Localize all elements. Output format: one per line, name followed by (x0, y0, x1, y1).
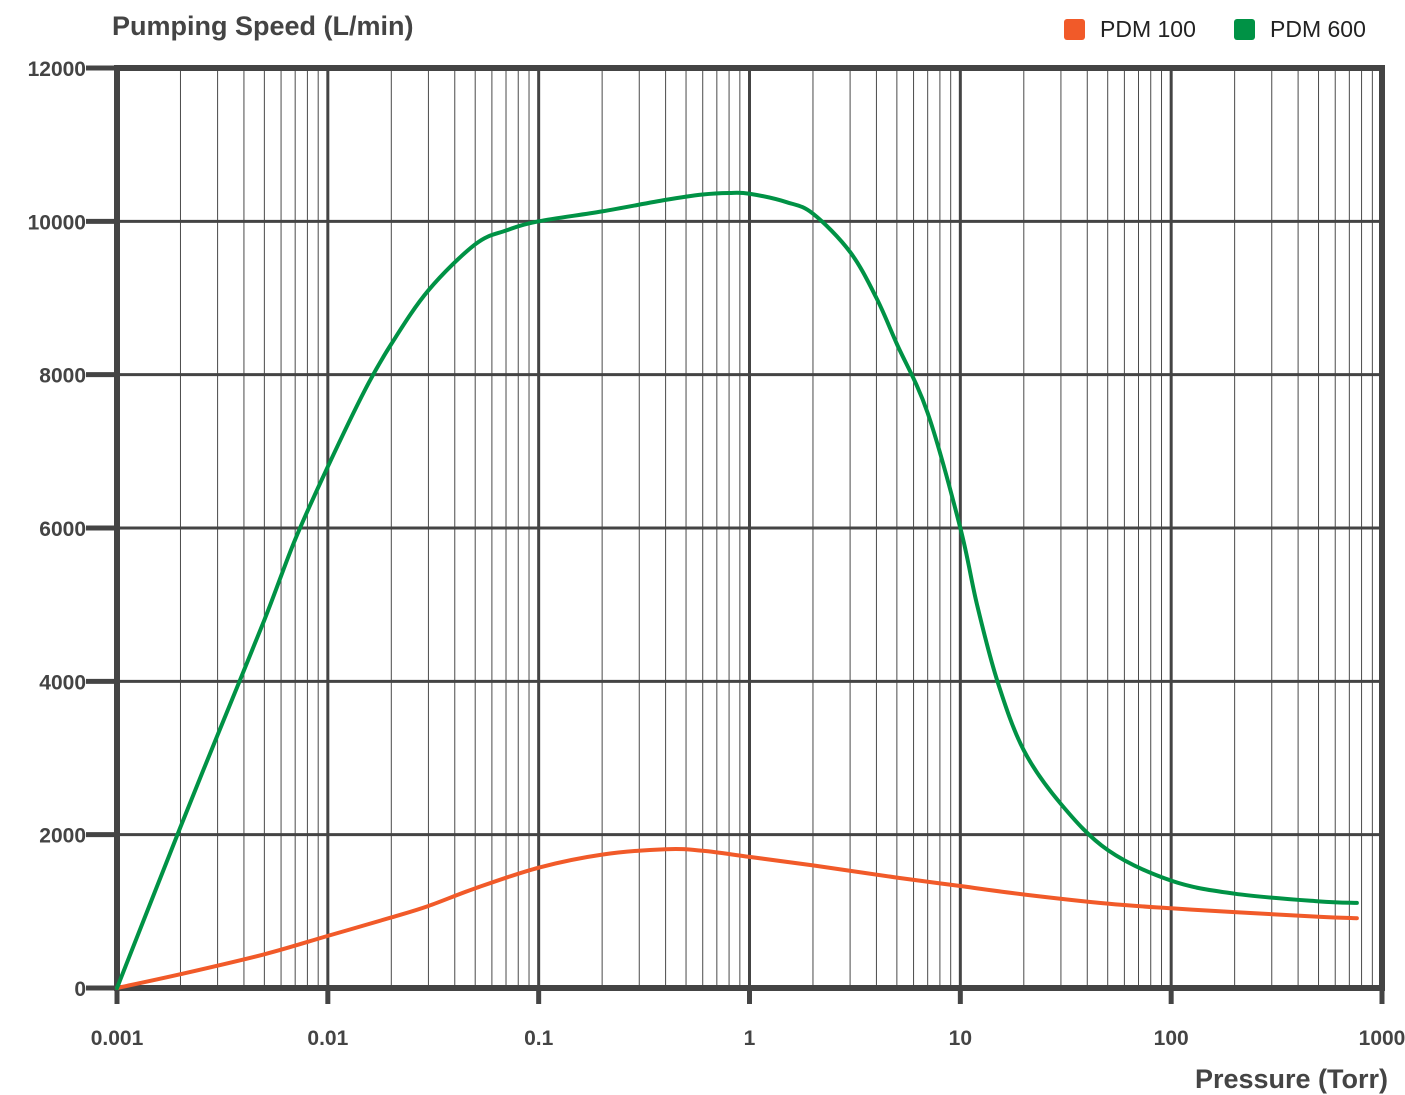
legend: PDM 100 PDM 600 (1064, 16, 1366, 42)
legend-swatch-pdm-600 (1234, 19, 1255, 40)
y-tick-label: 0 (74, 978, 86, 1001)
y-tick-label: 6000 (39, 518, 86, 541)
series-line-pdm-600 (115, 190, 1359, 990)
plot-frame (114, 65, 1385, 991)
series-line-pdm-100 (115, 847, 1359, 990)
x-tick-label: 0.001 (91, 1027, 144, 1050)
legend-label-pdm-100: PDM 100 (1100, 16, 1196, 42)
legend-swatch-pdm-100 (1064, 19, 1085, 40)
x-tick-label: 0.1 (524, 1027, 554, 1050)
series-lines (115, 190, 1359, 990)
x-tick-label: 1000 (1359, 1027, 1405, 1050)
legend-label-pdm-600: PDM 600 (1270, 16, 1366, 42)
y-tick-label: 8000 (39, 365, 86, 388)
tick-marks (86, 65, 1385, 1004)
plot-border (114, 65, 1385, 991)
x-tick-label: 10 (949, 1027, 972, 1050)
y-tick-label: 10000 (28, 211, 86, 234)
y-tick-label: 4000 (39, 671, 86, 694)
y-axis-title: Pumping Speed (L/min) (112, 11, 414, 41)
y-tick-labels: 0 2000 4000 6000 8000 10000 12000 (28, 58, 86, 1001)
x-axis-title: Pressure (Torr) (1195, 1064, 1388, 1094)
x-tick-label: 100 (1154, 1027, 1189, 1050)
x-tick-labels: 0.001 0.01 0.1 1 10 100 1000 (91, 1027, 1405, 1050)
major-grid (117, 68, 1382, 988)
y-tick-label: 12000 (28, 58, 86, 81)
y-tick-label: 2000 (39, 825, 86, 848)
legend-item-pdm-100: PDM 100 (1064, 16, 1196, 42)
x-tick-label: 1 (744, 1027, 756, 1050)
legend-item-pdm-600: PDM 600 (1234, 16, 1366, 42)
x-tick-label: 0.01 (307, 1027, 348, 1050)
